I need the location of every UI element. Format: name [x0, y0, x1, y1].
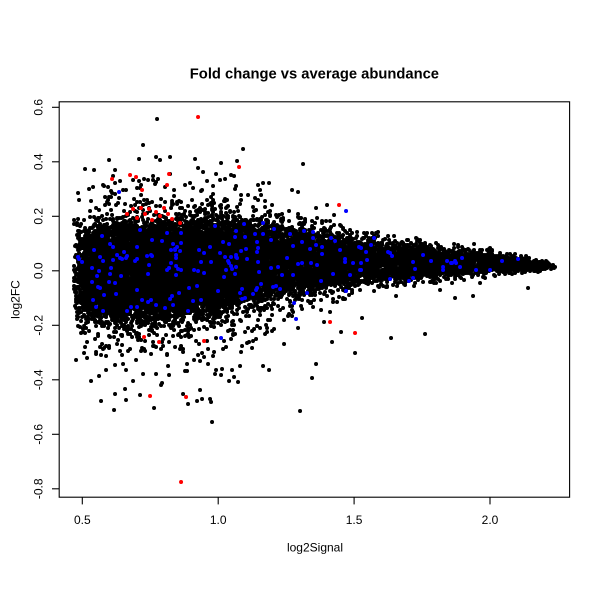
- svg-text:0.0: 0.0: [31, 262, 45, 279]
- svg-text:log2FC: log2FC: [8, 280, 22, 319]
- svg-text:-0.2: -0.2: [31, 315, 45, 336]
- svg-text:log2Signal: log2Signal: [287, 541, 343, 555]
- svg-text:2.0: 2.0: [482, 513, 499, 527]
- svg-text:1.5: 1.5: [346, 513, 363, 527]
- svg-text:0.2: 0.2: [31, 208, 45, 225]
- svg-text:0.6: 0.6: [31, 99, 45, 116]
- svg-text:-0.4: -0.4: [31, 369, 45, 390]
- svg-text:Fold change vs average abundan: Fold change vs average abundance: [190, 67, 439, 83]
- svg-text:0.4: 0.4: [31, 153, 45, 170]
- svg-text:0.5: 0.5: [74, 513, 91, 527]
- svg-text:-0.8: -0.8: [31, 478, 45, 499]
- svg-text:-0.6: -0.6: [31, 424, 45, 445]
- svg-text:1.0: 1.0: [210, 513, 227, 527]
